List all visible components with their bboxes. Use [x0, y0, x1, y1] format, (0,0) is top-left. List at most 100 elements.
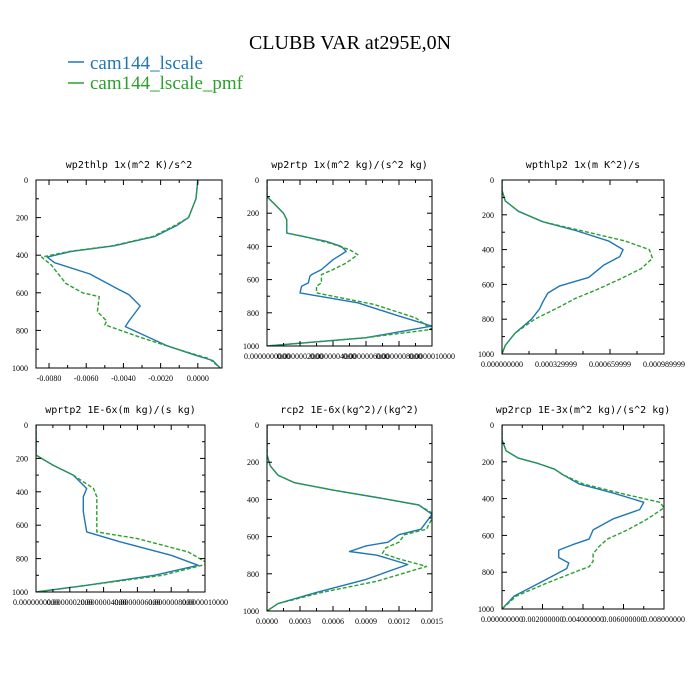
- x-tick-label: -0.0080: [37, 374, 62, 383]
- x-tick-label: 0.0000010000: [409, 352, 455, 361]
- series-line-lscale: [267, 180, 432, 346]
- y-tick-label: 0: [255, 421, 259, 430]
- y-tick-label: 200: [482, 211, 494, 220]
- y-tick-label: 1000: [478, 350, 494, 359]
- series-line-lscale-pmf: [502, 180, 654, 354]
- y-tick-label: 1000: [12, 588, 28, 597]
- y-tick-label: 0: [490, 421, 494, 430]
- y-tick-label: 1000: [12, 364, 28, 373]
- panel-1: wp2thlp 1x(m^2 K)/s^2 0 200 400 600 800 1000 -0…: [12, 160, 223, 383]
- series-line-lscale: [46, 180, 221, 368]
- y-tick-label: 0: [24, 421, 28, 430]
- x-tick-label: 0.0009: [355, 617, 377, 626]
- x-tick-label: 0.006000000: [603, 615, 645, 624]
- y-tick-label: 400: [482, 495, 494, 504]
- panel-2: wp2rtp 1x(m^2 kg)/(s^2 kg) 0 200 400 600 800 1…: [243, 160, 455, 361]
- legend: cam144_lscale cam144_lscale_pmf: [68, 53, 244, 94]
- x-tick-label: 0.0000004000: [81, 598, 127, 607]
- plot-frame: [35, 179, 223, 369]
- panel-title: wp2thlp 1x(m^2 K)/s^2: [66, 160, 192, 171]
- y-tick-label: 800: [16, 555, 28, 564]
- plot-frame: [501, 179, 665, 355]
- panel-title: wp2rtp 1x(m^2 kg)/(s^2 kg): [271, 160, 428, 171]
- series-line-lscale-pmf: [267, 180, 432, 346]
- legend-label-lscale-pmf: cam144_lscale_pmf: [90, 73, 244, 94]
- y-tick-label: 400: [482, 246, 494, 255]
- y-tick-label: 600: [482, 280, 494, 289]
- x-tick-label: 0.0003: [289, 617, 311, 626]
- x-tick-label: 0.0000010000: [182, 598, 228, 607]
- panel-title: wprtp2 1E-6x(m kg)/(s kg): [45, 405, 196, 416]
- y-tick-label: 600: [247, 276, 259, 285]
- series-line-lscale-pmf: [36, 425, 205, 592]
- x-tick-label: -0.0060: [74, 374, 99, 383]
- series-group: [502, 425, 664, 609]
- series-group: [267, 425, 432, 611]
- y-tick-label: 1000: [478, 605, 494, 614]
- series-group: [36, 425, 205, 592]
- series-line-lscale-pmf: [267, 425, 432, 611]
- panel-6: wp2rcp 1E-3x(m^2 kg)/(s^2 kg)0 200 400 600 8…: [478, 405, 685, 624]
- x-tick-label: 0.0000008000: [148, 598, 194, 607]
- x-tick-label: 0.0012: [388, 617, 410, 626]
- y-tick-label: 600: [16, 289, 28, 298]
- y-tick-label: 200: [247, 458, 259, 467]
- x-tick-label: 0.0000: [187, 374, 209, 383]
- x-tick-label: 0.000000000: [481, 360, 523, 369]
- y-tick-label: 600: [16, 521, 28, 530]
- y-tick-label: 800: [482, 568, 494, 577]
- x-tick-label: 0.0000000000: [13, 598, 59, 607]
- y-tick-label: 200: [16, 214, 28, 223]
- x-tick-label: 0.0000006000: [343, 352, 389, 361]
- x-tick-label: 0.0006: [322, 617, 344, 626]
- x-tick-label: 0.0000002000: [47, 598, 93, 607]
- y-tick-label: 800: [247, 570, 259, 579]
- x-tick-label: 0.000659999: [589, 360, 631, 369]
- panel-title: wpthlp2 1x(m K^2)/s: [526, 160, 640, 171]
- x-tick-label: 0.008000000: [643, 615, 685, 624]
- x-tick-label: 0.000000000: [481, 615, 523, 624]
- plot-frame: [35, 424, 206, 593]
- x-tick-label: 0.004000000: [562, 615, 604, 624]
- y-tick-label: 400: [16, 251, 28, 260]
- x-tick-label: 0.0015: [421, 617, 443, 626]
- x-tick-label: 0.000989999: [643, 360, 685, 369]
- figure-title: CLUBB VAR at295E,0N: [249, 32, 451, 54]
- panel-title: rcp2 1E-6x(kg^2)/(kg^2): [280, 405, 418, 416]
- y-tick-label: 0: [255, 176, 259, 185]
- y-tick-label: 400: [247, 495, 259, 504]
- x-tick-label: 0.000329999: [535, 360, 577, 369]
- y-tick-label: 600: [482, 531, 494, 540]
- x-tick-label: 0.0000004000: [310, 352, 356, 361]
- panel-4: wprtp2 1E-6x(m kg)/(s kg) 0 200 400 600 800 10…: [12, 405, 228, 607]
- y-tick-label: 800: [482, 315, 494, 324]
- series-group: [40, 180, 221, 368]
- y-tick-label: 0: [490, 176, 494, 185]
- x-tick-label: 0.0000006000: [114, 598, 160, 607]
- series-line-lscale-pmf: [40, 180, 221, 368]
- x-tick-label: 0.0000000000: [244, 352, 290, 361]
- plot-frame: [501, 424, 665, 610]
- series-line-lscale: [267, 425, 432, 611]
- y-tick-label: 600: [247, 533, 259, 542]
- y-tick-label: 200: [482, 458, 494, 467]
- y-tick-label: 800: [247, 309, 259, 318]
- x-tick-label: 0.0000: [256, 617, 278, 626]
- y-tick-label: 200: [16, 454, 28, 463]
- x-tick-label: 0.002000000: [522, 615, 564, 624]
- series-line-lscale: [36, 425, 199, 592]
- series-line-lscale: [502, 180, 624, 354]
- series-line-lscale: [502, 425, 645, 609]
- y-tick-label: 400: [247, 242, 259, 251]
- legend-label-lscale: cam144_lscale: [90, 53, 203, 74]
- series-line-lscale-pmf: [502, 425, 664, 609]
- x-tick-label: -0.0020: [148, 374, 173, 383]
- panel-3: wpthlp2 1x(m K^2)/s020040060080010000.00…: [478, 160, 685, 369]
- series-group: [267, 180, 432, 346]
- panels-group: wp2thlp 1x(m^2 K)/s^2 0 200 400 600 800 1000 -0…: [12, 160, 685, 626]
- x-tick-label: 0.0000002000: [277, 352, 323, 361]
- y-tick-label: 800: [16, 326, 28, 335]
- y-tick-label: 1000: [243, 607, 259, 616]
- y-tick-label: 200: [247, 209, 259, 218]
